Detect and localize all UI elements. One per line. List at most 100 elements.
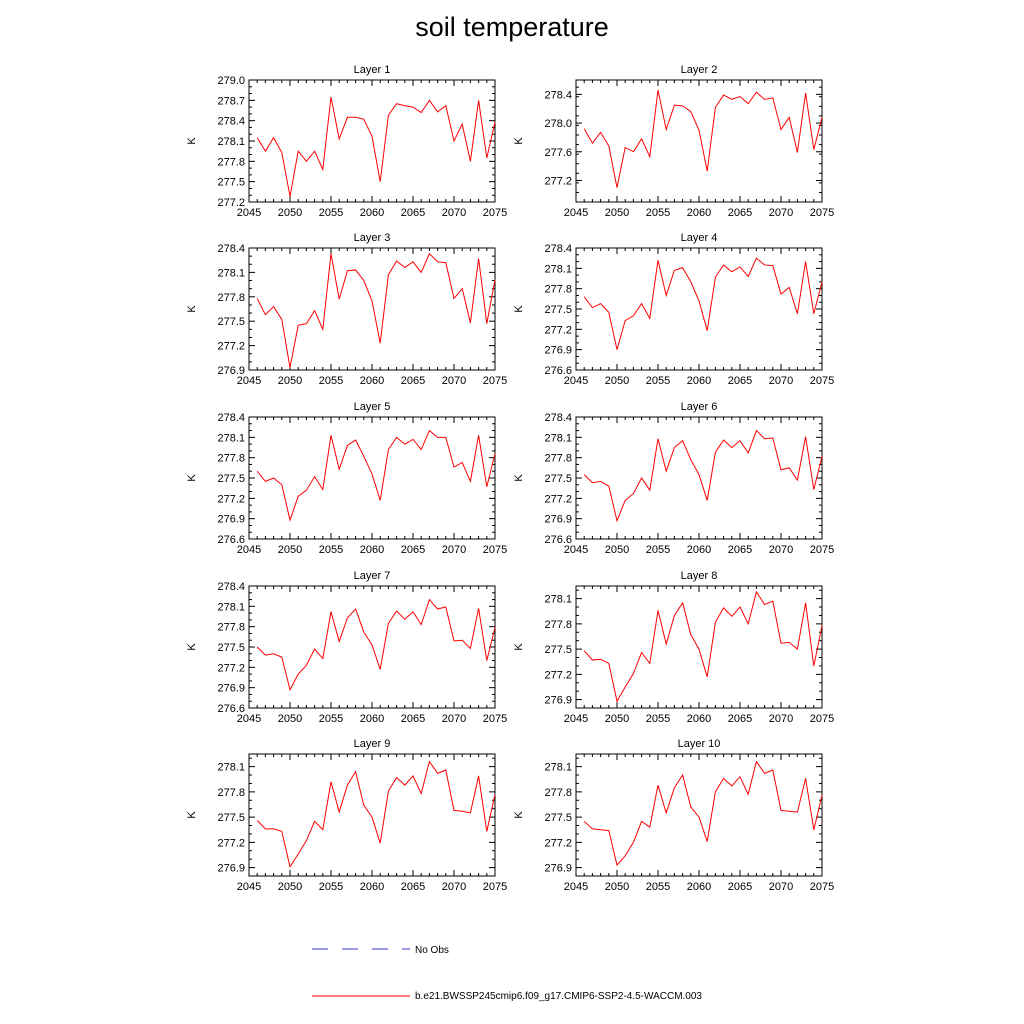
x-tick-label: 2045: [564, 713, 588, 725]
y-axis-label: K: [513, 137, 525, 145]
y-tick-label: 277.2: [217, 837, 245, 849]
y-tick-label: 277.5: [544, 812, 572, 824]
x-tick-label: 2055: [319, 544, 343, 556]
x-tick-label: 2075: [483, 207, 507, 219]
x-tick-label: 2070: [442, 881, 466, 893]
x-tick-label: 2055: [319, 207, 343, 219]
x-tick-label: 2060: [360, 544, 384, 556]
panel-title: Layer 10: [678, 738, 721, 750]
x-tick-label: 2055: [646, 375, 670, 387]
plot-frame: [575, 247, 823, 371]
x-tick-label: 2070: [769, 375, 793, 387]
y-tick-label: 277.5: [217, 177, 245, 189]
panel-layer-5: Layer 5 K 2045 2050 2055 2060 2065 2070 2075 276.…: [186, 401, 507, 556]
y-axis-label: K: [186, 137, 198, 145]
x-tick-label: 2075: [810, 375, 834, 387]
y-tick-label: 277.8: [544, 453, 572, 465]
panel-title: Layer 6: [681, 401, 718, 413]
y-tick-label: 278.4: [544, 89, 572, 101]
x-tick-label: 2060: [360, 713, 384, 725]
panel-layer-8: Layer 8 K 2045 2050 2055 2060 2065 2070 2075 276.…: [513, 570, 834, 725]
x-tick-label: 2050: [278, 881, 302, 893]
x-tick-label: 2055: [646, 207, 670, 219]
x-tick-label: 2070: [442, 713, 466, 725]
y-tick-label: 277.5: [217, 473, 245, 485]
x-tick-label: 2055: [319, 713, 343, 725]
y-tick-label: 277.2: [217, 341, 245, 353]
x-tick-label: 2050: [605, 713, 629, 725]
y-tick-label: 277.8: [544, 787, 572, 799]
x-tick-label: 2075: [483, 881, 507, 893]
x-tick-label: 2065: [401, 713, 425, 725]
y-tick-label: 276.6: [217, 534, 245, 546]
x-tick-label: 2055: [646, 713, 670, 725]
x-tick-label: 2060: [360, 881, 384, 893]
series-line-model: [583, 89, 823, 188]
x-tick-label: 2075: [483, 713, 507, 725]
x-tick-label: 2060: [687, 375, 711, 387]
x-tick-label: 2065: [728, 544, 752, 556]
plot-frame: [575, 753, 823, 877]
x-tick-label: 2070: [769, 881, 793, 893]
panel-title: Layer 1: [354, 64, 391, 76]
panel-layer-10: Layer 10 K 2045 2050 2055 2060 2065 2070 2075 276…: [513, 738, 834, 893]
y-axis-label: K: [186, 643, 198, 651]
y-tick-label: 277.5: [544, 473, 572, 485]
y-tick-label: 278.1: [217, 762, 245, 774]
series-line-model: [583, 760, 823, 867]
panel-title: Layer 7: [354, 570, 391, 582]
x-tick-label: 2065: [728, 713, 752, 725]
series-line-model: [583, 429, 823, 523]
y-tick-label: 277.2: [544, 175, 572, 187]
y-tick-label: 277.8: [217, 453, 245, 465]
x-tick-label: 2055: [319, 375, 343, 387]
panel-title: Layer 3: [354, 232, 391, 244]
x-tick-label: 2060: [687, 207, 711, 219]
x-tick-label: 2070: [769, 207, 793, 219]
y-tick-label: 277.2: [217, 197, 245, 209]
x-tick-label: 2050: [605, 207, 629, 219]
x-tick-label: 2055: [646, 544, 670, 556]
x-tick-label: 2065: [728, 375, 752, 387]
series-line-model: [256, 96, 496, 197]
x-tick-label: 2045: [237, 207, 261, 219]
panel-layer-9: Layer 9 K 2045 2050 2055 2060 2065 2070 2075 276.…: [186, 738, 507, 893]
legend-model-label: b.e21.BWSSP245cmip6.f09_g17.CMIP6-SSP2-4…: [415, 991, 702, 1002]
series-line-model: [583, 257, 823, 350]
x-tick-label: 2075: [810, 544, 834, 556]
y-tick-label: 276.9: [217, 365, 245, 377]
y-tick-label: 278.1: [544, 594, 572, 606]
y-tick-label: 276.9: [217, 683, 245, 695]
x-tick-label: 2050: [605, 544, 629, 556]
chart-panels: Layer 1 K 2045 2050 2055 2060 2065 2070 2075 277.…: [186, 64, 834, 893]
panel-layer-4: Layer 4 K 2045 2050 2055 2060 2065 2070 2075 276.…: [513, 232, 834, 387]
y-tick-label: 277.8: [544, 284, 572, 296]
x-tick-label: 2045: [564, 544, 588, 556]
panel-layer-2: Layer 2 K 2045 2050 2055 2060 2065 2070 2075 277.…: [513, 64, 834, 219]
y-tick-label: 277.2: [544, 837, 572, 849]
x-tick-label: 2050: [278, 544, 302, 556]
y-axis-label: K: [186, 811, 198, 819]
plot-frame: [575, 585, 823, 709]
x-tick-label: 2060: [687, 713, 711, 725]
y-tick-label: 276.9: [544, 863, 572, 875]
y-tick-label: 278.4: [217, 116, 245, 128]
legend-obs-label: No Obs: [415, 945, 449, 956]
legend: No Obs b.e21.BWSSP245cmip6.f09_g17.CMIP6…: [312, 945, 702, 1002]
y-axis-label: K: [513, 643, 525, 651]
y-tick-label: 278.0: [544, 118, 572, 130]
x-tick-label: 2070: [442, 207, 466, 219]
x-tick-label: 2045: [564, 881, 588, 893]
x-tick-label: 2045: [237, 713, 261, 725]
x-tick-label: 2065: [728, 207, 752, 219]
y-tick-label: 276.6: [217, 703, 245, 715]
y-tick-label: 277.2: [544, 324, 572, 336]
y-tick-label: 278.1: [544, 432, 572, 444]
x-tick-label: 2055: [646, 881, 670, 893]
panel-title: Layer 9: [354, 738, 391, 750]
plot-frame: [248, 753, 496, 877]
x-tick-label: 2055: [319, 881, 343, 893]
panel-title: Layer 4: [681, 232, 718, 244]
y-tick-label: 278.1: [217, 601, 245, 613]
series-line-model: [256, 760, 496, 868]
